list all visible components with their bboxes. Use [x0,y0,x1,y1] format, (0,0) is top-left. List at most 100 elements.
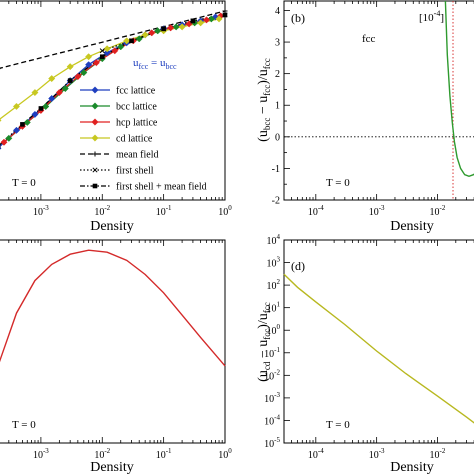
panel-a-series-5-marker [99,48,105,54]
panel-d-temperature: T = 0 [326,419,350,431]
panel-a-series-2-marker [74,73,82,81]
panel-a-series-6-marker [129,38,134,44]
panel-a-series-3-marker [215,15,223,23]
panel-d-y-tick-label: 10-3 [264,391,280,405]
panel-a-series-2-marker [202,16,211,24]
panel-b-y-tick-label: 3 [275,38,280,49]
panel-b-y-tick-label: 1 [275,101,280,112]
panel-d-y-tick-label: 104 [267,233,281,247]
panel-a-series-1-marker [207,15,215,23]
panel-d-y-tick-label: 10-5 [264,436,280,450]
panel-a-x-tick-label: 10-3 [33,204,49,218]
legend-marker-0 [91,86,99,94]
panel-a-x-tick-label: 10-1 [156,204,172,218]
panel-a-series-4-marker [0,68,1,70]
panel-c-x-tick-label: 10-1 [156,447,172,461]
panel-b-xlabel: Density [390,219,434,234]
panel-a-series-line-3 [0,18,220,120]
panel-b-lattice: fcc [362,33,376,45]
legend-label-1: bcc lattice [116,102,157,113]
panel-a-series-6-marker [222,12,228,18]
panel-a-series-3-marker [103,45,111,53]
panel-b-series-line-0 [444,0,474,178]
panel-b-y-tick-label: 0 [275,132,280,143]
panel-a-series-3-marker [31,88,39,97]
legend-marker-4 [92,151,98,157]
panel-d-y-tick-label: 103 [267,256,281,270]
panel-b-x-tick-label: 10-3 [369,204,385,218]
legend-label-3: cd lattice [116,134,153,145]
panel-a-series-3-marker [0,118,2,122]
panel-a-series-3-marker [178,23,186,31]
panel-c-frame [0,239,226,444]
panel-a-series-1-marker [23,118,31,126]
legend-label-5: first shell [116,166,154,177]
panel-a-series-0-marker [31,110,39,118]
panel-d-x-tick-label: 10-4 [308,447,324,461]
panel-a-series-4-marker [222,8,228,14]
panel-a-series-line-6 [0,14,226,146]
panel-a-series-3-marker [48,75,56,83]
panel-a-legend: fcc lattice bcc lattice hcp lattice cd latt… [80,86,207,193]
panel-a-series-3-marker [141,31,149,39]
panel-a-series-line-4 [0,10,226,69]
panel-a-series-line-1 [8,18,212,139]
panel-a-equality-label: ufcc = ubcc [133,57,177,71]
legend-marker-3 [91,134,99,142]
legend-label-0: fcc lattice [116,86,156,97]
panel-b-temperature: T = 0 [326,177,350,189]
panel-a-series-1-marker [80,69,88,77]
panel-b-y-tick-label: 2 [275,69,280,80]
panel-c-x-tick-label: 100 [218,447,232,461]
panel-a-series-0-marker [103,49,111,57]
panel-d-y-tick-label: 10-1 [264,346,280,360]
panel-a-series-3-marker [197,19,205,27]
panel-c-x-tick-label: 10-3 [33,447,49,461]
panel-a-series-0-marker [12,126,21,134]
panel-c-temperature: T = 0 [12,419,36,431]
panel-d-ylabel: (ucd − ufcc)/ufcc [256,302,272,382]
panel-d-series-line-0 [283,273,474,424]
legend-marker-6 [92,183,98,189]
panel-a-series-2-marker [55,88,63,97]
panel-d-frame [283,239,474,444]
panel-a-series-6-marker [67,78,73,83]
panel-b-ylabel: (ubcc − ufcc)/ufcc [256,58,272,142]
panel-a-series-3-marker [12,102,21,111]
panel-a-series-1-marker [117,43,125,51]
panel-d-tag: (d) [291,259,305,273]
panel-c-series-line-0 [0,249,226,367]
panel-a-series-2-marker [0,138,8,146]
panel-a-series-1-marker [61,85,69,93]
panel-a-series-1-marker [42,102,50,111]
panel-a-frame [0,0,226,201]
panel-a-series-0-marker [48,94,56,103]
panel-d-y-tick-label: 10-2 [264,368,280,382]
legend-marker-1 [91,102,99,110]
panel-a-series-6-marker [20,122,25,127]
panel-a-series-6-marker [161,26,166,32]
panel-d-x-tick-label: 10-2 [430,447,446,461]
panel-b-y-tick-label: -1 [272,164,280,175]
panel-a-series-3-marker [123,37,131,45]
panel-a-x-tick-label: 100 [218,204,232,218]
panel-d-xlabel: Density [390,460,434,474]
panel-a-x-tick-label: 10-2 [94,204,110,218]
reference-lines [284,1,474,200]
panel-a-series-line-0 [0,16,216,148]
panel-b-x-tick-label: 10-2 [430,204,446,218]
panel-a-series-2-marker [167,24,175,32]
panel-a-temperature: T = 0 [12,177,36,189]
legend-label-2: hcp lattice [116,118,158,129]
panel-d-y-tick-label: 101 [267,301,281,315]
panel-a-series-1-marker [5,134,13,142]
panel-b-y-unit: [10-4] [419,9,444,24]
legend-label-4: mean field [116,150,158,161]
panel-a-series-line-2 [3,15,221,143]
panel-b-x-tick-label: 10-4 [308,204,324,218]
panel-a-series-6-marker [38,106,44,111]
panel-d-y-tick-label: 100 [267,323,281,337]
legend-marker-5 [92,167,98,173]
panel-b-tag: (b) [291,11,305,25]
panel-c-x-tick-label: 10-2 [94,447,110,461]
